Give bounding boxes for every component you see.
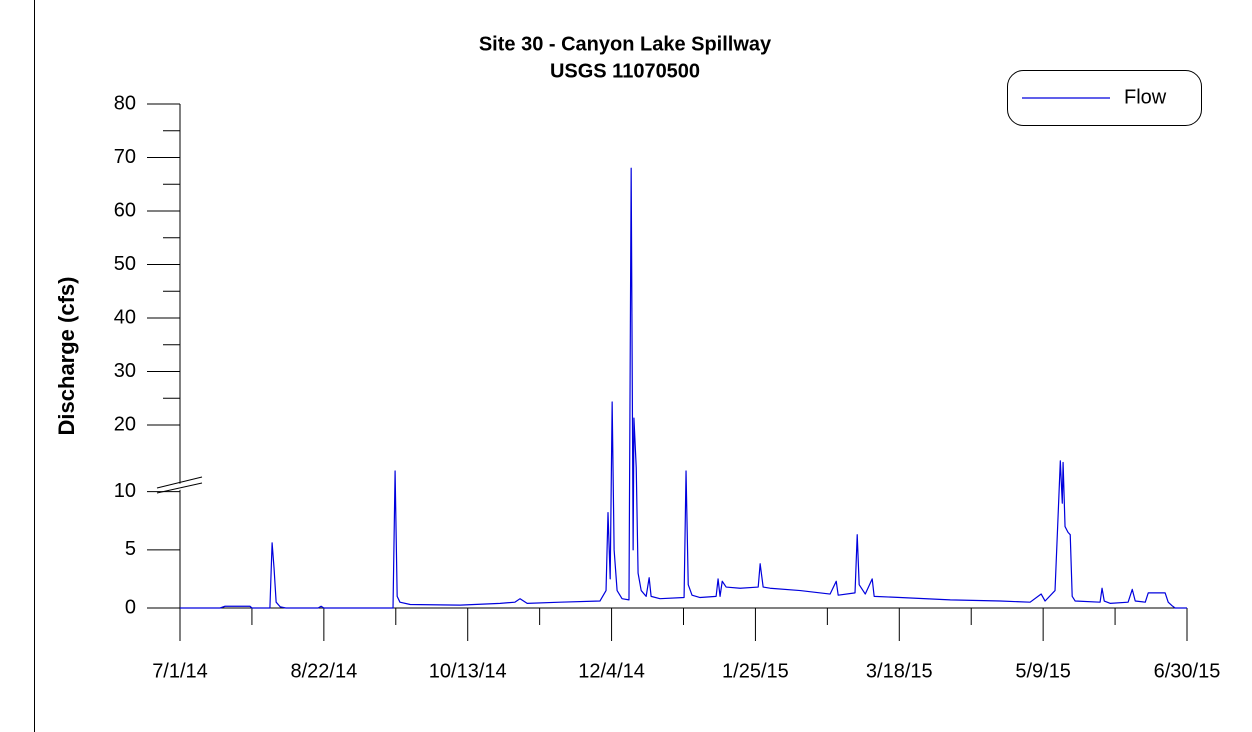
y-tick-label: 60 <box>114 199 136 221</box>
chart-subtitle: USGS 11070500 <box>550 60 700 82</box>
x-tick-label: 7/1/14 <box>152 660 208 682</box>
y-tick-label: 5 <box>125 538 136 560</box>
chart-title: Site 30 - Canyon Lake Spillway <box>479 33 772 55</box>
legend-label: Flow <box>1124 86 1167 108</box>
x-tick-label: 12/4/14 <box>578 660 645 682</box>
y-tick-label: 80 <box>114 92 136 114</box>
x-tick-label: 6/30/15 <box>1154 660 1221 682</box>
break-mark <box>156 476 203 489</box>
x-tick-label: 1/25/15 <box>722 660 789 682</box>
frame <box>34 0 35 732</box>
x-tick-label: 10/13/14 <box>429 660 507 682</box>
y-tick-label: 70 <box>114 146 136 168</box>
flow-line <box>180 167 1187 609</box>
y-tick-label: 40 <box>114 306 136 328</box>
y-tick-label: 0 <box>125 596 136 618</box>
y-tick-label: 30 <box>114 360 136 382</box>
y-tick-label: 50 <box>114 253 136 275</box>
x-tick-label: 3/18/15 <box>866 660 933 682</box>
y-axis-label: Discharge (cfs) <box>54 277 79 436</box>
break-gap <box>159 478 203 495</box>
x-tick-label: 5/9/15 <box>1015 660 1071 682</box>
y-tick-label: 10 <box>114 480 136 502</box>
y-tick-label: 20 <box>114 413 136 435</box>
x-tick-label: 8/22/14 <box>290 660 357 682</box>
